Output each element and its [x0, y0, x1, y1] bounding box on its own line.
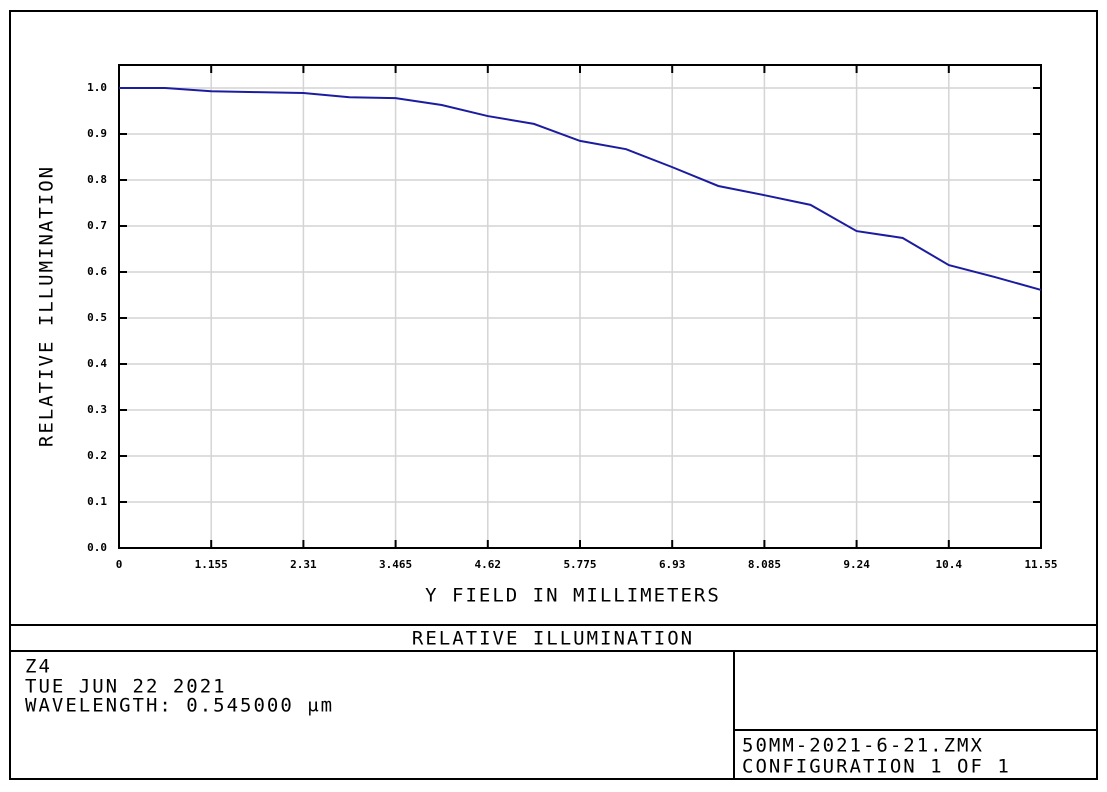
x-tick-label: 5.775	[563, 558, 596, 571]
x-tick-label: 8.085	[748, 558, 781, 571]
y-tick-label: 1.0	[87, 81, 107, 94]
chart-title: RELATIVE ILLUMINATION	[412, 628, 694, 650]
x-tick-label: 0	[116, 558, 123, 571]
x-tick-label: 3.465	[379, 558, 412, 571]
info-line: WAVELENGTH: 0.545000 μm	[25, 695, 334, 717]
y-tick-label: 0.3	[87, 403, 107, 416]
y-tick-label: 0.0	[87, 541, 107, 554]
x-tick-label: 9.24	[843, 558, 870, 571]
x-tick-label: 6.93	[659, 558, 686, 571]
x-tick-label: 1.155	[195, 558, 228, 571]
file-name: 50MM-2021-6-21.ZMX	[742, 735, 984, 757]
y-tick-label: 0.9	[87, 127, 107, 140]
outer-frame	[9, 10, 1098, 780]
x-tick-label: 4.62	[475, 558, 502, 571]
y-tick-label: 0.5	[87, 311, 107, 324]
x-tick-label: 2.31	[290, 558, 317, 571]
y-tick-label: 0.4	[87, 357, 107, 370]
info-line: Z4	[25, 656, 52, 678]
y-axis-label: RELATIVE ILLUMINATION	[36, 165, 58, 447]
y-tick-label: 0.1	[87, 495, 107, 508]
configuration: CONFIGURATION 1 OF 1	[742, 756, 1011, 778]
data-line	[119, 87, 1042, 291]
x-tick-label: 10.4	[936, 558, 963, 571]
plot-frame	[118, 64, 1042, 549]
y-tick-label: 0.7	[87, 219, 107, 232]
x-axis-label: Y FIELD IN MILLIMETERS	[425, 585, 721, 607]
y-tick-label: 0.2	[87, 449, 107, 462]
x-tick-label: 11.55	[1024, 558, 1057, 571]
y-tick-label: 0.8	[87, 173, 107, 186]
info-line: TUE JUN 22 2021	[25, 676, 227, 698]
y-tick-label: 0.6	[87, 265, 107, 278]
